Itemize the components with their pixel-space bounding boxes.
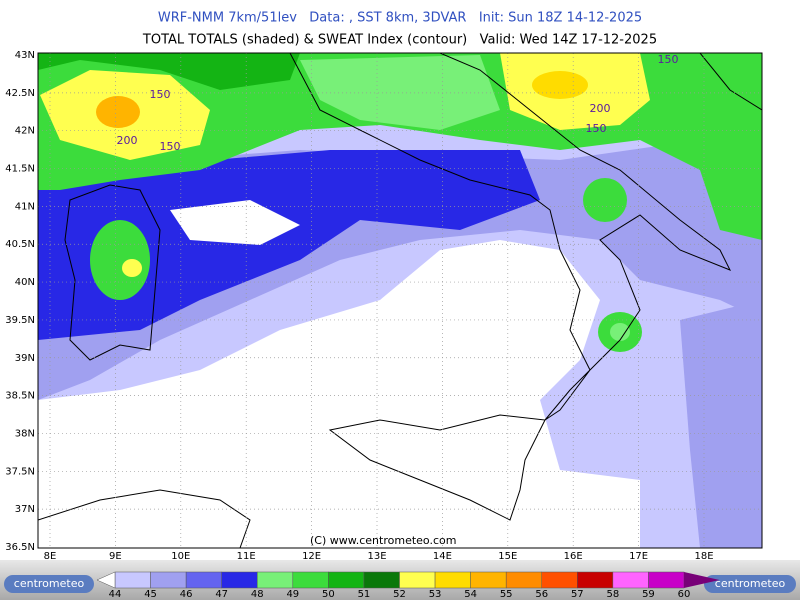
colorbar-label: 47 xyxy=(215,589,228,600)
colorbar-label: 46 xyxy=(180,589,193,600)
contour-label: 150 xyxy=(150,88,171,101)
colorbar-label: 53 xyxy=(429,589,442,600)
colorbar-label: 55 xyxy=(500,589,513,600)
logo-left xyxy=(4,575,94,593)
lon-label: 15E xyxy=(498,551,517,562)
contour-label: 150 xyxy=(160,140,181,153)
colorbar-swatch xyxy=(612,571,649,589)
lat-label: 39.5N xyxy=(5,315,35,326)
colorbar-label: 49 xyxy=(286,589,299,600)
graticule: 43N 42.5N 42N 41.5N 41N 40.5N 40N 39.5N 39N 38.5N… xyxy=(5,50,762,562)
colorbar-swatch xyxy=(221,571,258,589)
lon-label: 17E xyxy=(629,551,648,562)
colorbar-label: 60 xyxy=(678,589,691,600)
colorbar-label: 44 xyxy=(109,589,122,600)
lon-label: 13E xyxy=(367,551,386,562)
lon-label: 16E xyxy=(564,551,583,562)
contour-label: 200 xyxy=(590,102,611,115)
logo-left-text: centrometeo xyxy=(14,577,85,590)
colorbar-swatch xyxy=(434,571,471,589)
contour-label: 150 xyxy=(586,122,607,135)
colorbar-label: 51 xyxy=(358,589,371,600)
credit: (C) www.centrometeo.com xyxy=(310,534,456,547)
colorbar-swatch xyxy=(470,571,507,589)
lon-label: 11E xyxy=(237,551,256,562)
lat-label: 42.5N xyxy=(5,88,35,99)
lon-label: 14E xyxy=(433,551,452,562)
colorbar-swatch xyxy=(505,571,542,589)
colorbar-swatch xyxy=(648,571,685,589)
lon-label: 8E xyxy=(44,551,57,562)
colorbar-swatch xyxy=(577,571,614,589)
lon-label: 12E xyxy=(302,551,321,562)
contour-label: 200 xyxy=(117,134,138,147)
lat-label: 38.5N xyxy=(5,391,35,402)
header-line1: WRF-NMM 7km/51lev Data: , SST 8km, 3DVAR… xyxy=(158,11,642,26)
field xyxy=(38,53,762,548)
logo-right xyxy=(704,575,796,593)
colorbar-swatch xyxy=(399,571,436,589)
lat-label: 38N xyxy=(15,428,35,439)
colorbar-label: 45 xyxy=(144,589,157,600)
lat-label: 41N xyxy=(15,201,35,212)
lat-label: 42N xyxy=(15,126,35,137)
colorbar-label: 50 xyxy=(322,589,335,600)
colorbar-label: 59 xyxy=(642,589,655,600)
colorbar-label: 48 xyxy=(251,589,264,600)
map-frame xyxy=(37,52,763,549)
colorbar-label: 56 xyxy=(535,589,548,600)
colorbar-swatch xyxy=(541,571,578,589)
lat-label: 43N xyxy=(15,50,35,61)
colorbar-swatch xyxy=(363,571,400,589)
colorbar-swatch xyxy=(114,571,151,589)
colorbar-arrow xyxy=(684,572,720,588)
colorbar-swatch xyxy=(150,571,187,589)
colorbar-label: 54 xyxy=(464,589,477,600)
colorbar: 44 45 46 47 48 49 50 51 52 53 54 55 56 57 58 59 60 xyxy=(96,571,720,600)
lat-label: 40N xyxy=(15,277,35,288)
lat-label: 40.5N xyxy=(5,239,35,250)
lat-label: 37.5N xyxy=(5,466,35,477)
colorbar-arrow-left xyxy=(96,571,116,589)
lon-label: 10E xyxy=(171,551,190,562)
colorbar-swatch xyxy=(292,571,329,589)
lat-label: 36.5N xyxy=(5,542,35,553)
colorbar-swatch xyxy=(185,571,222,589)
lon-label: 9E xyxy=(109,551,122,562)
lat-label: 37N xyxy=(15,504,35,515)
colorbar-swatch xyxy=(257,571,294,589)
colorbar-swatch xyxy=(328,571,365,589)
colorbar-label: 57 xyxy=(571,589,584,600)
contour-label: 150 xyxy=(658,53,679,66)
colorbar-label: 58 xyxy=(607,589,620,600)
logo-right-text: centrometeo xyxy=(715,577,786,590)
lat-label: 41.5N xyxy=(5,164,35,175)
lon-label: 18E xyxy=(694,551,713,562)
lat-label: 39N xyxy=(15,353,35,364)
header-line2: TOTAL TOTALS (shaded) & SWEAT Index (con… xyxy=(142,33,657,48)
colorbar-label: 52 xyxy=(393,589,406,600)
